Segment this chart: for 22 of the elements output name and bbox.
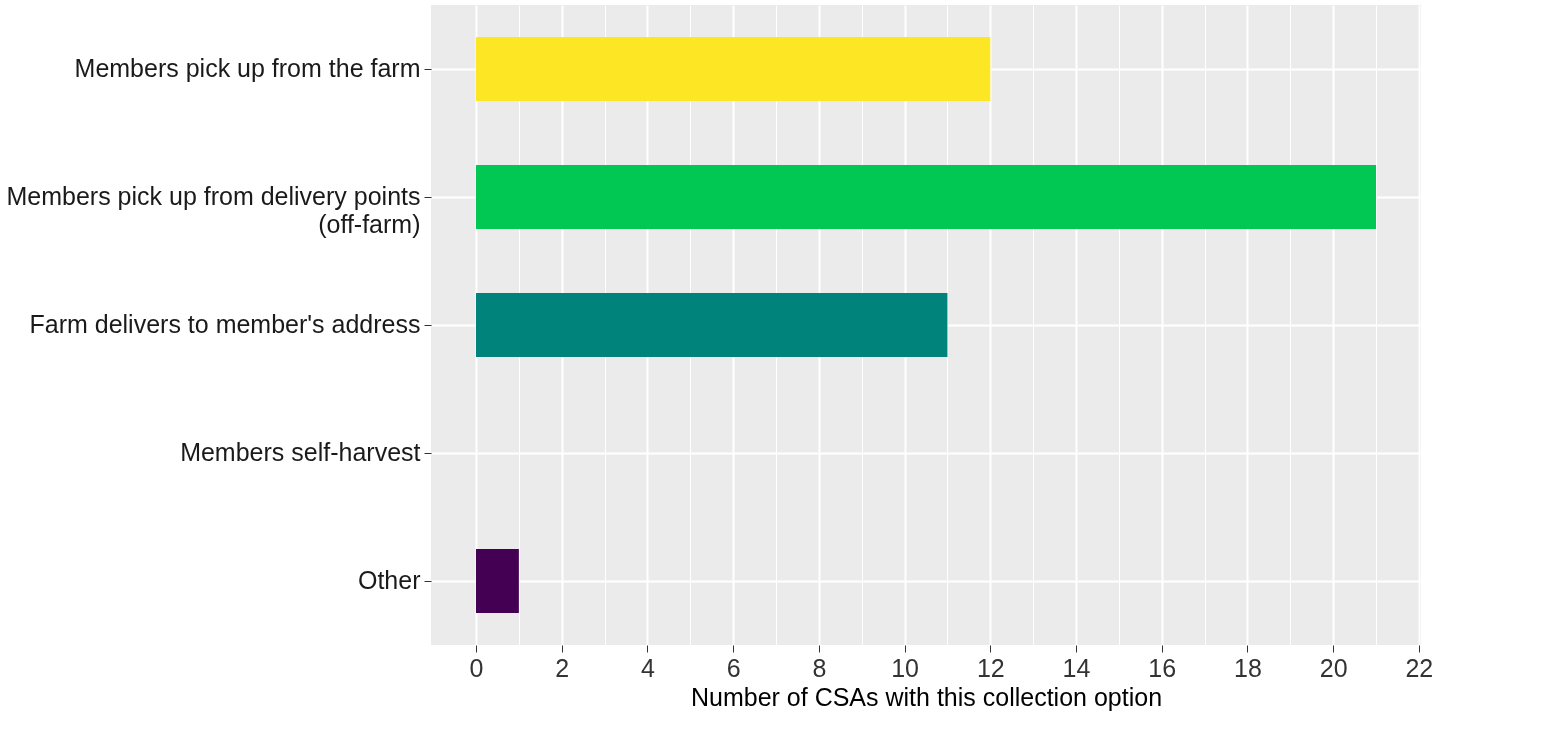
- x-axis-title: Number of CSAs with this collection option: [690, 682, 1163, 711]
- y-tick-label: Members self-harvest: [180, 438, 421, 466]
- x-tick-label: 14: [1062, 653, 1091, 682]
- bar: [476, 293, 948, 357]
- bar: [476, 165, 1376, 229]
- x-tick-label: 8: [812, 653, 827, 682]
- bar: [476, 37, 991, 101]
- x-tick-label: 16: [1148, 653, 1177, 682]
- x-tick-label: 22: [1405, 653, 1434, 682]
- x-tick-label: 6: [726, 653, 741, 682]
- x-tick-label: 0: [469, 653, 484, 682]
- x-tick-label: 18: [1234, 653, 1262, 682]
- bar: [476, 549, 519, 613]
- x-tick-label: 4: [640, 653, 655, 682]
- y-tick-label: Farm delivers to member's address: [29, 310, 421, 338]
- y-tick-label: Members pick up from the farm: [74, 54, 421, 82]
- x-tick-label: 20: [1319, 653, 1348, 682]
- y-tick-label: Members pick up from delivery points (off-farm): [6, 182, 421, 238]
- y-tick-label: Other: [357, 566, 421, 594]
- x-tick-label: 12: [976, 653, 1005, 682]
- x-tick-label: 10: [891, 653, 919, 682]
- x-tick-label: 2: [555, 653, 570, 682]
